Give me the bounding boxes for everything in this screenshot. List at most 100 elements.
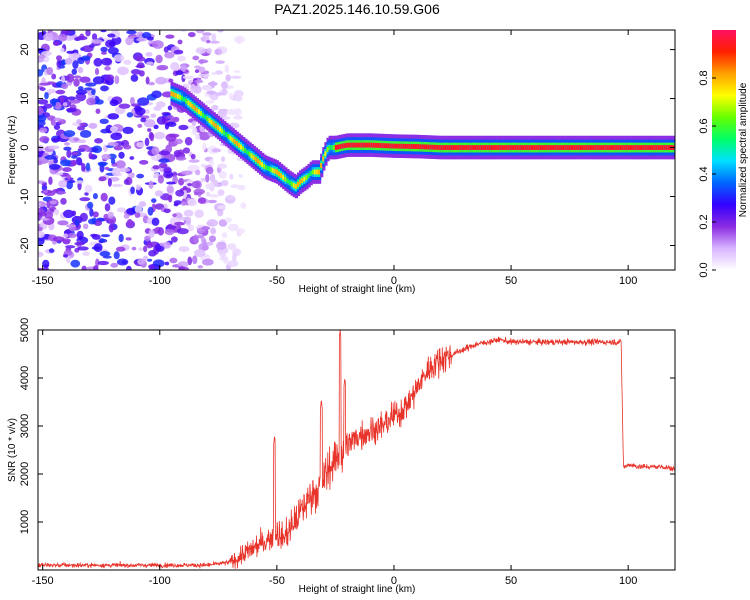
spectrogram-ridge-cell [446, 145, 450, 150]
spectrogram-noise-cell [84, 82, 97, 87]
spectrogram-noise-cell [48, 248, 55, 253]
spectrogram-ridge-cell [318, 169, 322, 175]
spectrogram-ridge-cell [368, 142, 372, 148]
spectrogram-noise-cell [85, 162, 91, 172]
spectrogram-noise-cell [168, 78, 174, 83]
spectrogram-noise-cell [197, 59, 209, 64]
x-tick-label: -150 [32, 275, 54, 287]
spectrogram-noise-cell [113, 251, 120, 260]
spectrogram-noise-cell [208, 159, 214, 167]
spectrogram-noise-cell [79, 76, 91, 83]
spectrogram-ridge-cell [533, 145, 537, 150]
spectrogram-noise-cell [88, 151, 93, 160]
spectrogram-noise-cell [166, 181, 176, 185]
spectrogram-noise-cell [206, 191, 211, 197]
spectrogram-ridge-cell [541, 145, 545, 150]
spectrogram-noise-cell [202, 258, 214, 266]
spectrogram-ridge-cell [518, 145, 522, 150]
spectrogram-ridge-cell [545, 145, 549, 150]
spectrogram-ridge-cell [503, 145, 507, 150]
spectrogram-noise-cell [43, 33, 54, 42]
spectrogram-ridge-cell [486, 145, 490, 150]
spectrogram-noise-cell [62, 102, 68, 107]
spectrogram-ridge-cell [570, 145, 575, 150]
spectrogram-noise-cell [71, 210, 77, 217]
spectrogram-noise-cell [104, 74, 115, 81]
snr-panel: -150 -100 -50 0 50 100 1000 2000 3000 4000 5000 H… [7, 318, 676, 595]
spectrogram-noise-cell [119, 167, 131, 173]
spectrogram-ridge-cell [554, 145, 558, 150]
spectrogram-noise-cell [192, 126, 198, 136]
spectrogram-noise-cell [154, 172, 160, 177]
spectrogram-noise-cell [122, 126, 134, 135]
spectrogram-noise-cell [99, 238, 105, 242]
spectrogram-noise-cell [137, 258, 146, 265]
spectrogram-ridge-cell [303, 176, 307, 182]
spectrogram-noise-cell [238, 174, 244, 178]
spectrogram-noise-cell [178, 178, 185, 186]
spectrogram-noise-cell [148, 131, 154, 140]
spectrogram-noise-cell [182, 75, 195, 80]
spectrogram-noise-cell [163, 170, 174, 179]
spectrogram-ridge-cell [267, 166, 271, 171]
spectrogram-noise-cell [210, 80, 216, 89]
spectrogram-x-ticks: -150 -100 -50 0 50 100 [32, 30, 637, 287]
spectrogram-ridge-cell [414, 144, 419, 149]
spectrogram-ridge-cell [602, 145, 606, 150]
spectrogram-noise-cell [76, 230, 84, 240]
spectrogram-ridge-cell [271, 167, 275, 173]
spectrogram-ridge-cell [225, 132, 229, 138]
spectrogram-noise-cell [118, 103, 131, 109]
spectrogram-noise-cell [174, 138, 183, 145]
spectrogram-noise-cell [93, 243, 103, 252]
spectrogram-noise-cell [211, 72, 216, 76]
spectrogram-ridge-cell [644, 145, 648, 150]
spectrogram-noise-cell [38, 99, 49, 105]
spectrogram-ridge-cell [608, 145, 613, 150]
spectrogram-ridge-cell [250, 153, 254, 159]
spectrogram-ridge-cell [438, 145, 442, 150]
spectrogram-ridge-cell [417, 144, 421, 150]
spectrogram-ridge-cell [170, 91, 174, 97]
spectrogram-noise-cell [75, 35, 88, 41]
y-tick-label: 4000 [19, 366, 31, 390]
spectrogram-noise-cell [208, 194, 220, 198]
spectrogram-ridge-cell [585, 145, 589, 150]
spectrogram-noise-cell [167, 194, 173, 203]
spectrogram-noise-cell [184, 136, 193, 146]
spectrogram-noise-cell [81, 162, 86, 172]
spectrogram-noise-cell [147, 128, 152, 133]
spectrogram-ridge-cell [370, 142, 374, 148]
spectrogram-noise-cell [146, 241, 153, 249]
spectrogram-noise-cell [206, 219, 219, 227]
spectrogram-noise-cell [123, 59, 132, 65]
spectrogram-noise-cell [151, 198, 157, 203]
spectrogram-noise-cell [38, 267, 44, 270]
spectrogram-noise-cell [152, 259, 165, 268]
spectrogram-noise-cell [77, 125, 85, 131]
spectrogram-ridge-cell [427, 144, 431, 150]
spectrogram-ridge-cell [465, 145, 469, 150]
spectrogram-noise-cell [123, 179, 130, 185]
spectrogram-ridge-cell [663, 145, 667, 150]
spectrogram-ridge-cell [657, 145, 661, 150]
spectrogram-noise-cell [195, 30, 205, 34]
spectrogram-ridge-cell [235, 140, 240, 146]
spectrogram-ridge-cell [421, 144, 425, 150]
snr-y-label: SNR (10 * v/v) [7, 418, 18, 482]
spectrogram-noise-cell [83, 223, 89, 230]
spectrogram-ridge-cell [389, 143, 393, 149]
spectrogram-noise-cell [240, 202, 247, 209]
spectrogram-ridge-cell [636, 145, 640, 150]
spectrogram-noise-cell [57, 220, 69, 226]
spectrogram-noise-cell [70, 259, 81, 268]
spectrogram-noise-cell [136, 62, 145, 69]
spectrogram-noise-cell [207, 199, 218, 204]
spectrogram-noise-cell [153, 106, 162, 111]
spectrogram-ridge-cell [678, 143, 681, 153]
spectrogram-noise-cell [235, 228, 246, 234]
spectrogram-noise-cell [221, 116, 231, 120]
colorbar-ticks: 0.0 0.2 0.4 0.6 0.8 [698, 70, 716, 278]
spectrogram-noise-cell [177, 55, 187, 62]
spectrogram-ridge-cell [176, 93, 181, 99]
